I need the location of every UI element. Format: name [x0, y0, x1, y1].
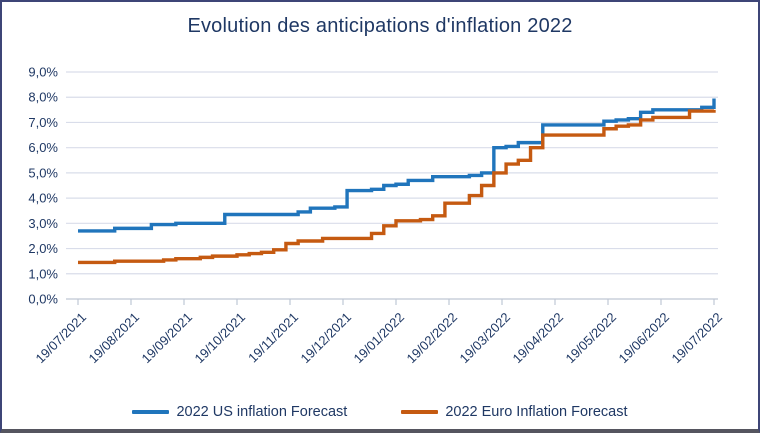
legend-item-us: 2022 US inflation Forecast [132, 404, 347, 420]
x-axis-label: 19/10/2021 [191, 310, 248, 367]
us-series-swatch-icon [132, 410, 170, 414]
x-axis-label: 19/04/2022 [509, 310, 566, 367]
y-axis-label: 8,0% [28, 90, 58, 105]
y-axis-label: 1,0% [28, 266, 58, 281]
x-axis-label: 19/11/2021 [245, 310, 301, 366]
y-axis-label: 9,0% [28, 65, 58, 80]
legend-label-euro: 2022 Euro Inflation Forecast [445, 404, 628, 420]
x-axis-label: 19/09/2021 [138, 310, 195, 367]
x-axis-label: 19/12/2021 [297, 310, 354, 367]
x-axis-label: 19/07/2021 [32, 310, 89, 367]
y-axis-label: 3,0% [28, 216, 58, 231]
series-line-euro [78, 109, 716, 265]
y-axis-label: 5,0% [28, 165, 58, 180]
x-axis-label: 19/08/2021 [85, 310, 142, 367]
y-axis-label: 6,0% [28, 140, 58, 155]
legend-label-us: 2022 US inflation Forecast [176, 404, 348, 420]
x-axis-label: 19/05/2022 [562, 310, 619, 367]
euro-series-swatch-icon [401, 410, 439, 414]
y-axis-label: 2,0% [28, 241, 58, 256]
y-axis-label: 0,0% [28, 292, 58, 307]
series-line-us [78, 98, 716, 233]
x-axis-label: 19/02/2022 [403, 310, 460, 367]
chart-legend: 2022 US inflation Forecast 2022 Euro Inf… [2, 404, 758, 420]
x-axis-label: 19/06/2022 [615, 310, 672, 367]
legend-item-euro: 2022 Euro Inflation Forecast [401, 404, 628, 420]
y-axis-label: 7,0% [28, 115, 58, 130]
x-axis-label: 19/07/2022 [668, 310, 725, 367]
x-axis-label: 19/03/2022 [456, 310, 513, 367]
chart-title: Evolution des anticipations d'inflation … [187, 15, 573, 37]
x-axis-label: 19/01/2022 [350, 310, 407, 367]
y-axis-label: 4,0% [28, 191, 58, 206]
